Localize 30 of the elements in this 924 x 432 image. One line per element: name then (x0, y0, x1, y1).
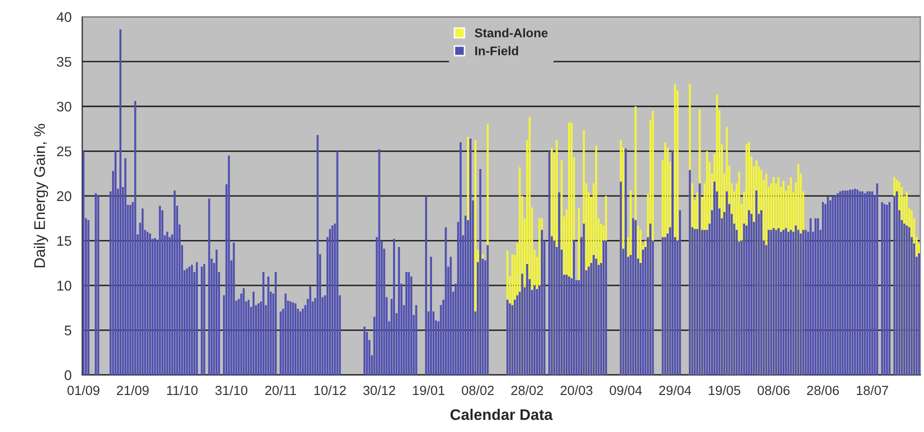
x-tick-label: 08/02 (462, 385, 494, 396)
legend-label: Stand-Alone (474, 28, 548, 38)
x-tick-label: 20/11 (265, 385, 296, 396)
x-tick-label: 08/06 (758, 385, 790, 396)
x-tick-label: 31/10 (215, 385, 248, 396)
y-tick-label: 35 (56, 56, 72, 67)
x-tick-label: 09/04 (610, 385, 642, 396)
y-axis-title: Daily Energy Gain, % (34, 124, 48, 268)
x-tick-label: 18/07 (856, 385, 888, 396)
x-tick-label: 10/12 (314, 385, 346, 396)
y-tick-label: 15 (57, 236, 72, 246)
y-tick-label: 0 (64, 370, 72, 380)
y-tick-label: 5 (64, 326, 72, 336)
x-tick-label: 28/06 (807, 385, 839, 396)
x-tick-label: 21/09 (116, 385, 149, 396)
y-tick-label: 25 (57, 146, 72, 156)
y-tick-label: 30 (56, 102, 72, 112)
x-tick-label: 19/05 (708, 385, 740, 396)
x-tick-label: 20/03 (560, 385, 592, 396)
x-tick-label: 28/02 (511, 385, 543, 396)
x-tick-label: 30/12 (363, 385, 396, 396)
x-tick-label: 29/04 (659, 385, 692, 396)
x-tick-label: 11/10 (167, 385, 198, 396)
legend-label: In-Field (475, 46, 518, 56)
x-axis-title: Calendar Data (450, 408, 553, 420)
y-tick-label: 10 (57, 280, 72, 291)
y-tick-label: 40 (56, 12, 72, 22)
x-tick-label: 01/09 (67, 385, 100, 396)
x-tick-label: 19/01 (413, 385, 444, 396)
y-tick-label: 20 (57, 191, 72, 202)
